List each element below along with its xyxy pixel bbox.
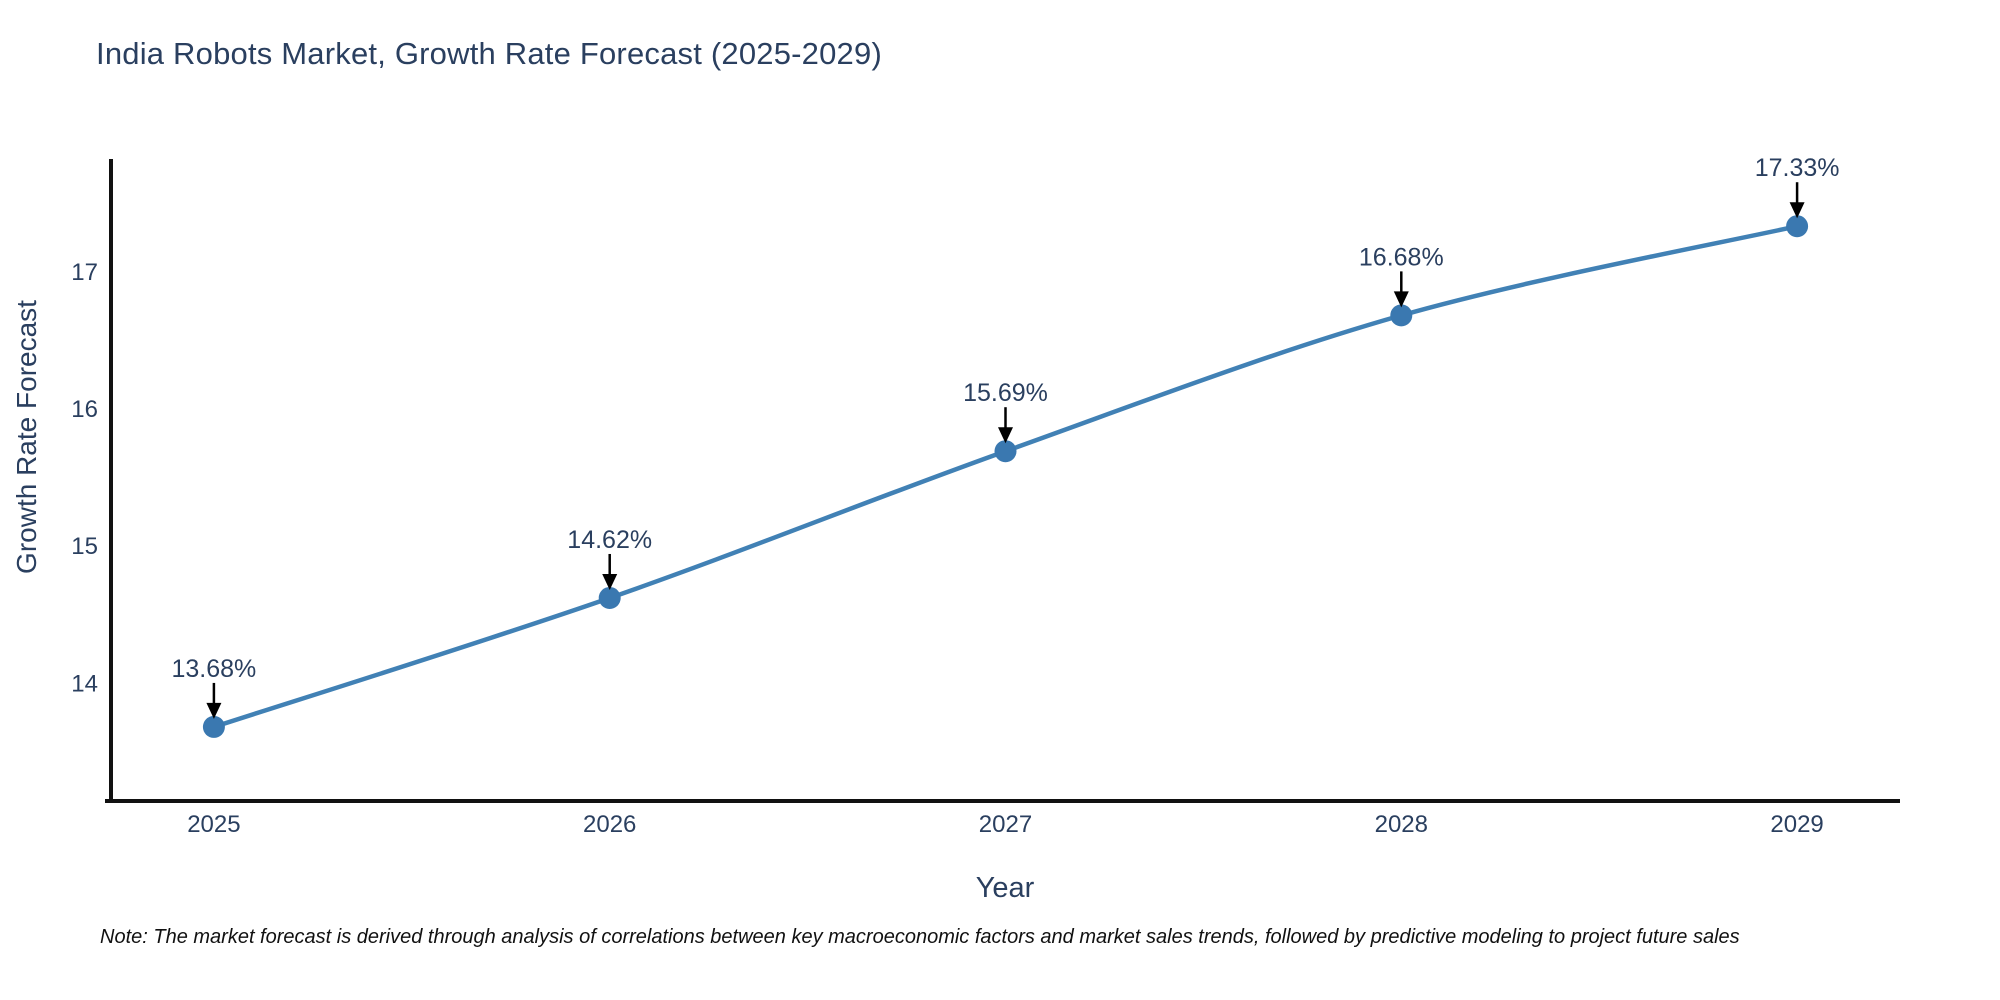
x-tick-label: 2029 <box>1770 811 1823 838</box>
forecast-line <box>213 224 1798 730</box>
annotation-arrowhead-icon <box>1393 291 1409 308</box>
annotation-label: 13.68% <box>172 655 257 683</box>
annotation-label: 17.33% <box>1755 154 1840 182</box>
data-point[interactable] <box>1390 304 1413 327</box>
x-tick-label: 2028 <box>1375 811 1428 838</box>
annotation-arrowhead-icon <box>1789 202 1805 219</box>
x-axis-title: Year <box>975 872 1035 904</box>
x-tick-label: 2027 <box>979 811 1032 838</box>
data-point[interactable] <box>202 715 225 738</box>
annotation-arrowhead-icon <box>602 573 618 590</box>
y-tick-label: 14 <box>71 670 98 697</box>
y-tick-label: 17 <box>71 259 98 286</box>
x-tick-label: 2025 <box>187 811 240 838</box>
annotation-arrowhead-icon <box>206 702 222 719</box>
data-point[interactable] <box>994 440 1017 463</box>
annotation-label: 15.69% <box>963 379 1048 407</box>
data-point[interactable] <box>1786 215 1809 238</box>
annotation-arrowhead-icon <box>998 427 1013 444</box>
y-tick-label: 16 <box>71 396 98 423</box>
annotation-label: 16.68% <box>1359 243 1444 271</box>
y-tick-label: 15 <box>71 533 98 560</box>
data-point[interactable] <box>598 586 621 609</box>
annotation-label: 14.62% <box>567 526 652 554</box>
x-tick-label: 2026 <box>583 811 636 838</box>
chart-title: India Robots Market, Growth Rate Forecas… <box>96 36 882 71</box>
footnote: Note: The market forecast is derived thr… <box>100 926 1740 948</box>
